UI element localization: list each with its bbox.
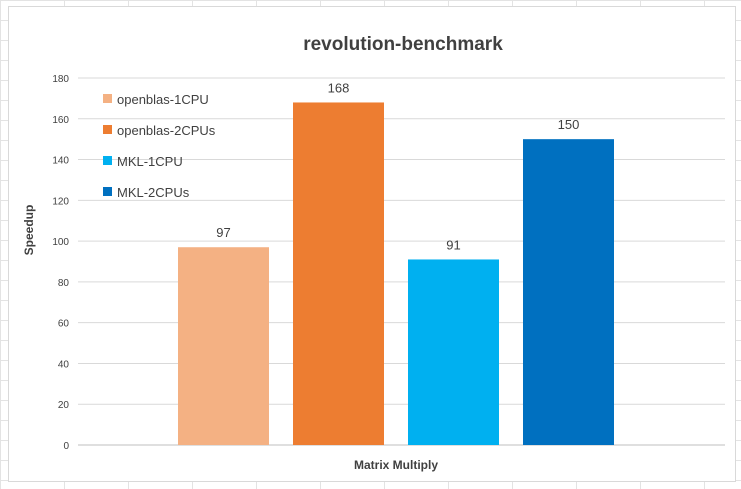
- bar-MKL-2CPUs[interactable]: [523, 139, 614, 445]
- chart-title: revolution-benchmark: [303, 34, 503, 55]
- y-tick-label: 160: [52, 115, 69, 126]
- y-tick-label: 40: [58, 359, 70, 370]
- y-tick-label: 20: [58, 400, 70, 411]
- legend-swatch-openblas-2CPUs[interactable]: [103, 125, 112, 134]
- legend-label-MKL-1CPU[interactable]: MKL-1CPU: [117, 154, 183, 169]
- y-tick-label: 80: [58, 278, 70, 289]
- data-label-MKL-2CPUs: 150: [558, 117, 580, 132]
- data-label-openblas-2CPUs: 168: [328, 80, 350, 95]
- y-tick-label: 140: [52, 156, 69, 167]
- legend-label-openblas-1CPU[interactable]: openblas-1CPU: [117, 92, 209, 107]
- bar-openblas-2CPUs[interactable]: [293, 102, 384, 445]
- x-axis-title: Matrix Multiply: [354, 458, 438, 472]
- data-labels: 97 168 91 150: [216, 80, 579, 252]
- data-label-openblas-1CPU: 97: [216, 225, 230, 240]
- data-label-MKL-1CPU: 91: [446, 237, 460, 252]
- y-axis-title: Speedup: [22, 205, 36, 256]
- bar-MKL-1CPU[interactable]: [408, 259, 499, 445]
- legend-label-MKL-2CPUs[interactable]: MKL-2CPUs: [117, 185, 190, 200]
- gridlines: [78, 77, 725, 446]
- bars: [178, 102, 614, 445]
- y-tick-label: 60: [58, 319, 70, 330]
- legend-swatch-openblas-1CPU[interactable]: [103, 94, 112, 103]
- legend: openblas-1CPU openblas-2CPUs MKL-1CPU MKL-2…: [103, 92, 216, 200]
- y-tick-label: 0: [63, 441, 69, 452]
- legend-label-openblas-2CPUs[interactable]: openblas-2CPUs: [117, 123, 216, 138]
- y-tick-label: 120: [52, 196, 69, 207]
- legend-swatch-MKL-1CPU[interactable]: [103, 156, 112, 165]
- bar-openblas-1CPU[interactable]: [178, 247, 269, 445]
- y-axis-ticks: 0 20 40 60 80 100 120 140 160 180: [52, 74, 69, 452]
- y-tick-label: 180: [52, 74, 69, 85]
- legend-swatch-MKL-2CPUs[interactable]: [103, 187, 112, 196]
- y-tick-label: 100: [52, 237, 69, 248]
